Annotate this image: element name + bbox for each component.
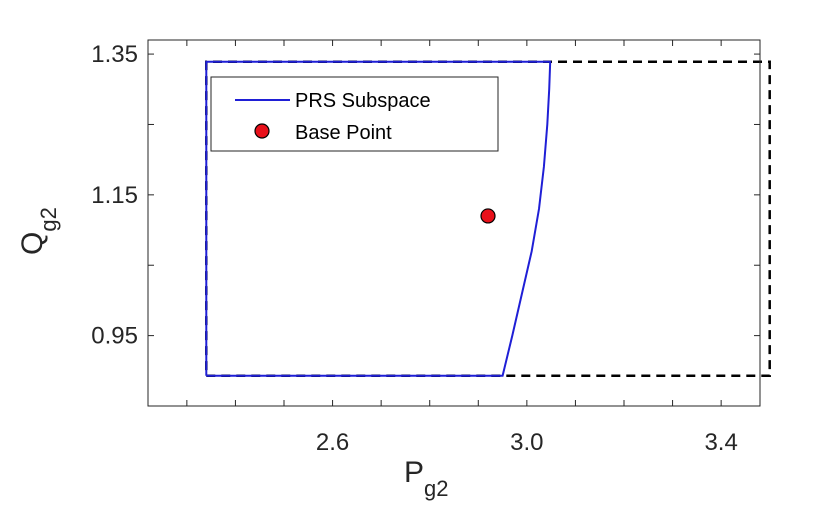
y-axis-label: Qg2 xyxy=(16,207,61,255)
base-point-marker xyxy=(480,208,496,224)
series-group xyxy=(205,60,771,377)
legend: PRS Subspace Base Point xyxy=(210,76,499,152)
y-axis-label-main: Q xyxy=(16,232,49,255)
y-tick-label: 1.15 xyxy=(91,182,138,209)
prs-subspace-line xyxy=(205,60,552,377)
legend-box xyxy=(210,76,499,152)
y-axis-label-sub: g2 xyxy=(36,207,61,231)
legend-label-prs-subspace: PRS Subspace xyxy=(295,90,431,112)
x-axis-label-main: P xyxy=(404,456,424,489)
legend-point-swatch xyxy=(254,123,270,139)
x-axis-label-sub: g2 xyxy=(424,476,448,501)
tick-labels: 2.6 3.0 3.4 0.95 1.15 1.35 xyxy=(91,41,738,456)
x-tick-label: 3.0 xyxy=(510,429,543,456)
plot-frame xyxy=(147,39,761,407)
legend-label-base-point: Base Point xyxy=(295,122,392,144)
y-tick-label: 0.95 xyxy=(91,323,138,350)
x-tick-label: 2.6 xyxy=(316,429,349,456)
x-axis-label: Pg2 xyxy=(404,456,449,501)
x-tick-label: 3.4 xyxy=(704,429,737,456)
y-tick-label: 1.35 xyxy=(91,41,138,68)
tick-marks xyxy=(148,40,760,406)
